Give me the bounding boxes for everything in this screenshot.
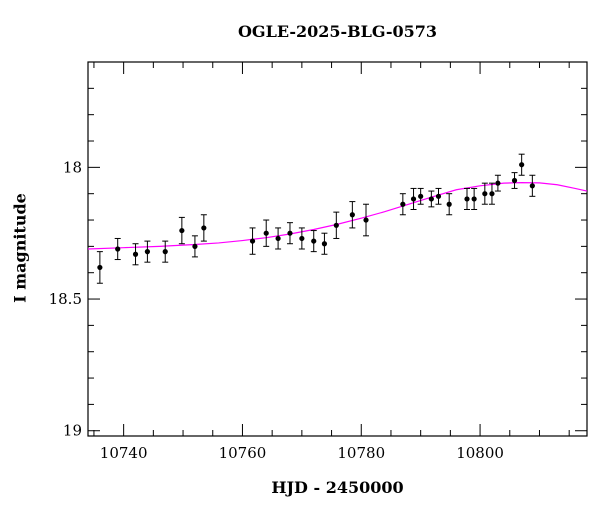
data-point (275, 235, 281, 242)
y-tick-label: 19 (63, 422, 82, 440)
x-tick-label: 10760 (219, 444, 267, 462)
data-point (428, 196, 434, 202)
data-point (435, 193, 442, 199)
data-point (529, 183, 535, 189)
data-point (144, 249, 151, 255)
x-tick-label: 10800 (456, 444, 504, 462)
data-point (115, 246, 121, 252)
data-point (299, 235, 305, 242)
data-point (192, 243, 198, 249)
data-point (263, 230, 269, 236)
x-tick-label: 10780 (337, 444, 385, 462)
data-point (471, 196, 477, 202)
model-curve (87, 182, 588, 250)
data-point (97, 264, 103, 271)
x-axis-label: HJD - 2450000 (271, 478, 404, 497)
data-point (287, 230, 293, 236)
data-point (446, 201, 452, 207)
data-point (519, 162, 525, 168)
data-point (349, 212, 355, 218)
data-point (249, 238, 256, 244)
data-point (464, 196, 470, 202)
y-tick-label: 18 (63, 158, 82, 176)
chart-title: OGLE-2025-BLG-0573 (237, 22, 438, 41)
data-point (410, 196, 417, 202)
data-point (400, 201, 406, 207)
y-tick-label: 18.5 (49, 290, 82, 308)
data-point (201, 225, 207, 231)
plot-frame (87, 61, 588, 437)
data-point (333, 222, 339, 228)
data-point (511, 177, 518, 184)
data-point (179, 227, 185, 234)
data-point (162, 249, 168, 255)
data-point (132, 251, 139, 257)
data-point (321, 241, 328, 247)
data-point (482, 191, 488, 197)
data-point (363, 217, 369, 223)
data-point (311, 238, 317, 244)
data-point (495, 180, 501, 186)
data-point (489, 191, 495, 197)
x-tick-label: 10740 (100, 444, 148, 462)
data-point (418, 193, 424, 199)
